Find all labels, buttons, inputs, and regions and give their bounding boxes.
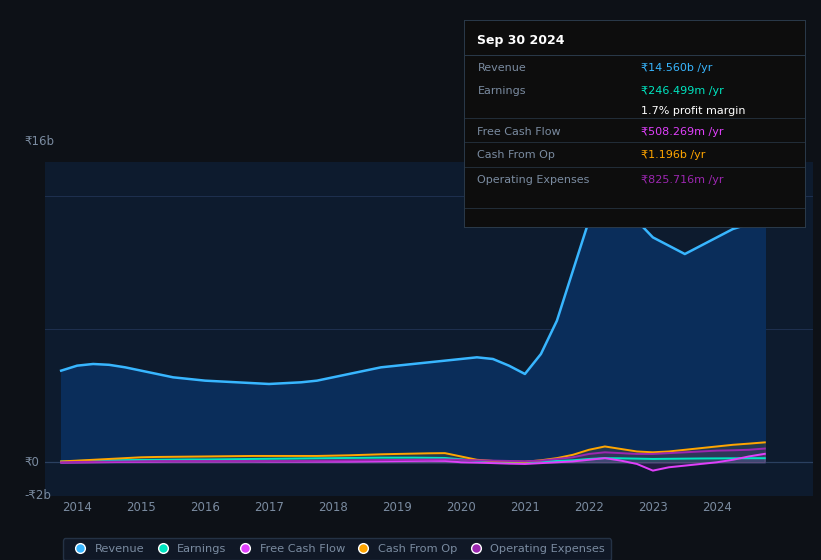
- Text: Free Cash Flow: Free Cash Flow: [478, 127, 561, 137]
- Text: Revenue: Revenue: [478, 63, 526, 73]
- Text: Sep 30 2024: Sep 30 2024: [478, 34, 565, 47]
- Text: ₹825.716m /yr: ₹825.716m /yr: [641, 175, 723, 185]
- Legend: Revenue, Earnings, Free Cash Flow, Cash From Op, Operating Expenses: Revenue, Earnings, Free Cash Flow, Cash …: [63, 539, 611, 560]
- Text: ₹1.196b /yr: ₹1.196b /yr: [641, 151, 705, 161]
- Text: ₹0: ₹0: [25, 456, 39, 469]
- Text: ₹14.560b /yr: ₹14.560b /yr: [641, 63, 713, 73]
- Text: ₹508.269m /yr: ₹508.269m /yr: [641, 127, 723, 137]
- Text: ₹246.499m /yr: ₹246.499m /yr: [641, 86, 724, 96]
- Text: ₹16b: ₹16b: [25, 136, 55, 148]
- Text: -₹2b: -₹2b: [25, 489, 52, 502]
- Text: Cash From Op: Cash From Op: [478, 151, 555, 161]
- Text: 1.7% profit margin: 1.7% profit margin: [641, 106, 745, 116]
- Text: Earnings: Earnings: [478, 86, 526, 96]
- Text: Operating Expenses: Operating Expenses: [478, 175, 589, 185]
